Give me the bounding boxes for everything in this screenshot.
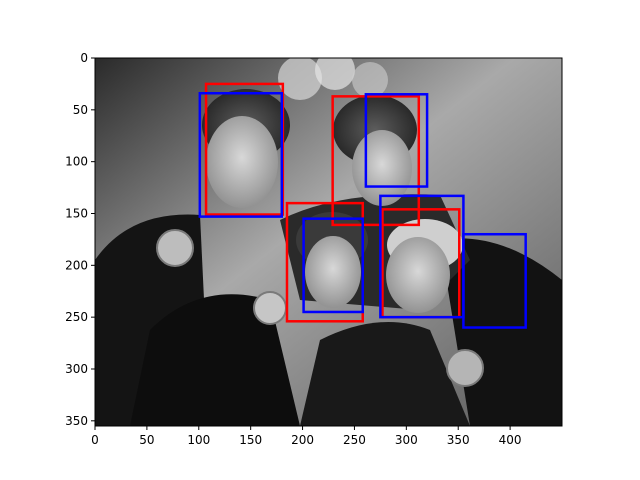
x-tick-label: 0: [91, 433, 99, 447]
bounding-box-blue-5: [462, 232, 527, 329]
x-tick-label: 350: [447, 433, 470, 447]
x-tick-label: 400: [499, 433, 522, 447]
y-axis: 0 50 100 150 200 250 300 350: [65, 51, 95, 428]
y-tick-label: 50: [73, 103, 88, 117]
y-tick-label: 0: [80, 51, 88, 65]
x-tick-label: 200: [291, 433, 314, 447]
x-tick-label: 150: [239, 433, 262, 447]
y-tick-label: 300: [65, 362, 88, 376]
x-tick-label: 250: [343, 433, 366, 447]
x-tick-label: 100: [187, 433, 210, 447]
y-tick-label: 250: [65, 310, 88, 324]
x-tick-label: 300: [395, 433, 418, 447]
y-tick-label: 200: [65, 258, 88, 272]
y-tick-label: 350: [65, 414, 88, 428]
bounding-box-red-2: [331, 95, 421, 227]
y-tick-label: 100: [65, 155, 88, 169]
bounding-box-blue-2: [364, 93, 429, 188]
x-tick-label: 50: [139, 433, 154, 447]
y-tick-label: 150: [65, 206, 88, 220]
bounding-box-blue-1: [198, 91, 284, 218]
axes-frame: [94, 57, 563, 427]
photo-image: [95, 58, 562, 426]
x-axis: 0 50 100 150 200 250 300 350 400: [91, 426, 522, 447]
detection-boxes: [198, 82, 527, 329]
bounding-box-blue-3: [302, 217, 364, 314]
